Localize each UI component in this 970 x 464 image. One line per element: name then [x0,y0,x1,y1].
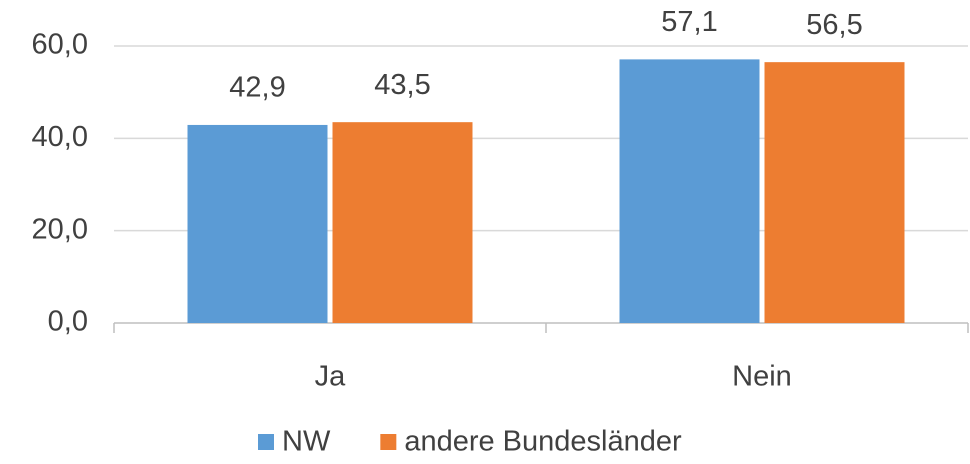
bar [332,122,473,323]
bar [764,62,905,324]
y-tick-label: 60,0 [32,29,88,61]
legend-label: NW [282,426,331,458]
data-label: 56,5 [806,9,862,41]
x-tick-label: Nein [732,361,792,393]
bar [619,59,760,323]
legend-label: andere Bundesländer [404,426,682,458]
y-tick-label: 20,0 [32,213,88,245]
data-label: 42,9 [229,72,285,104]
y-tick-label: 40,0 [32,121,88,153]
y-tick-label: 0,0 [48,306,88,338]
legend-swatch [380,434,397,450]
data-label: 57,1 [661,6,717,38]
bar [187,124,328,323]
legend-swatch [258,434,274,450]
x-tick-label: Ja [315,361,347,393]
data-label: 43,5 [374,69,430,101]
